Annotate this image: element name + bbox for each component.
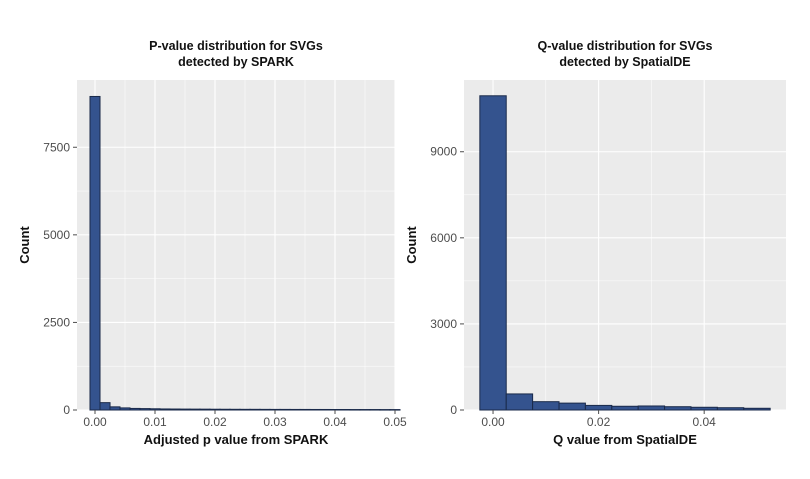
histogram-bar [637, 405, 666, 411]
x-axis-title: Adjusted p value from SPARK [144, 432, 329, 447]
y-tick-label: 0 [63, 403, 70, 417]
chart-title-line: P-value distribution for SVGs [149, 39, 323, 53]
histogram-bar [319, 408, 331, 411]
histogram-bar [743, 407, 771, 411]
x-tick-label: 0.02 [203, 415, 227, 429]
histogram-bar [299, 408, 311, 411]
histogram-bar [209, 408, 221, 411]
histogram-bar [289, 408, 301, 411]
y-tick-label: 6000 [430, 231, 457, 245]
histogram-bar [159, 408, 171, 411]
chart-title-line: detected by SpatialDE [559, 55, 690, 69]
plot-background [464, 80, 786, 410]
histogram-bar [379, 409, 391, 411]
chart-title-line: Q-value distribution for SVGs [537, 39, 712, 53]
histogram-bar [369, 409, 381, 411]
histogram-bar [329, 409, 341, 411]
histogram-bar [532, 401, 560, 411]
histogram-bar [249, 408, 261, 411]
x-tick-label: 0.04 [693, 415, 717, 429]
x-tick-label: 0.03 [263, 415, 287, 429]
histogram-bar [149, 408, 161, 411]
histogram-bar [339, 409, 351, 411]
chart-title-line: detected by SPARK [178, 55, 294, 69]
plot-background [77, 80, 395, 410]
histogram-bar [109, 406, 121, 411]
histogram-bar [584, 404, 613, 411]
histogram-bar [359, 409, 371, 411]
histogram-bar [479, 95, 507, 411]
histogram-bar [690, 406, 718, 411]
histogram-bar [259, 408, 271, 411]
x-tick-label: 0.01 [143, 415, 167, 429]
y-tick-label: 7500 [43, 140, 70, 154]
histogram-bar [611, 405, 639, 411]
histogram-bar [219, 408, 231, 411]
x-tick-label: 0.00 [83, 415, 107, 429]
histogram-bar [239, 408, 251, 411]
y-axis-title: Count [17, 226, 32, 264]
x-tick-label: 0.02 [587, 415, 611, 429]
histogram-bar [664, 406, 692, 411]
histogram-bar [505, 393, 534, 411]
histogram-bar [99, 402, 111, 411]
histogram-bar [169, 408, 181, 411]
y-tick-label: 9000 [430, 145, 457, 159]
x-tick-label: 0.05 [383, 415, 407, 429]
y-tick-label: 3000 [430, 317, 457, 331]
histogram-bar [179, 408, 191, 411]
histogram-bar [279, 408, 291, 411]
histogram-bar [349, 409, 361, 411]
histogram-bar [189, 408, 201, 411]
y-tick-label: 2500 [43, 315, 70, 329]
histogram-bar [139, 408, 151, 411]
histogram-bar [129, 407, 141, 411]
y-axis-title: Count [404, 226, 419, 264]
chart-panel-q: 0.00 0.02 0.04 0 3000 6000 9000 Q-value distrib… [404, 39, 786, 447]
histogram-bar [309, 408, 321, 411]
y-tick-label: 0 [450, 403, 457, 417]
chart-panel-p: 0.00 0.01 0.02 0.03 0.04 0.05 0 2500 5000 7500 P-v… [17, 39, 407, 447]
histogram-bar [229, 408, 241, 411]
histogram-bar [89, 95, 101, 411]
histogram-bar [199, 408, 211, 411]
x-axis-title: Q value from SpatialDE [553, 432, 697, 447]
x-tick-label: 0.04 [323, 415, 347, 429]
histogram-bar [269, 408, 281, 411]
histogram-bar [558, 402, 586, 411]
histogram-bar [716, 407, 745, 411]
histogram-bar [119, 407, 131, 411]
x-tick-label: 0.00 [481, 415, 505, 429]
y-tick-label: 5000 [43, 228, 70, 242]
